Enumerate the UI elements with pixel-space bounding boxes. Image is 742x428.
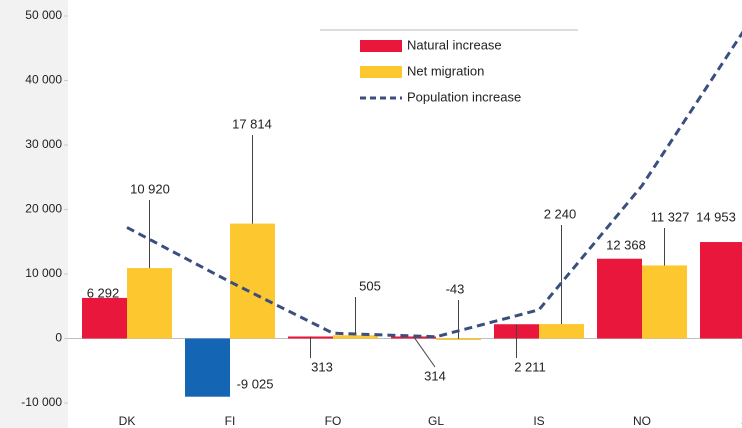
legend-swatch xyxy=(360,66,402,78)
bar xyxy=(127,268,172,339)
data-label: 14 953 xyxy=(696,209,736,224)
data-label: 314 xyxy=(424,368,446,383)
y-tick-label: 40 000 xyxy=(25,73,62,87)
bar xyxy=(230,223,275,339)
bar xyxy=(597,258,642,339)
y-tick-label: 30 000 xyxy=(25,137,62,151)
data-label: 313 xyxy=(311,359,333,374)
data-label: 2 240 xyxy=(544,206,577,221)
leader-line xyxy=(413,336,436,368)
y-tick-label: 50 000 xyxy=(25,8,62,22)
data-label: 11 327 xyxy=(651,209,690,224)
y-tick-label: 0 xyxy=(55,331,62,345)
x-tick-label: FI xyxy=(225,414,236,428)
data-label: 17 814 xyxy=(232,116,272,131)
legend-swatch xyxy=(360,40,402,52)
data-label: 10 920 xyxy=(130,181,170,196)
data-label: -9 025 xyxy=(237,376,274,391)
data-label: 505 xyxy=(359,278,381,293)
x-tick-label: FO xyxy=(325,414,342,428)
data-label: -43 xyxy=(446,281,465,296)
plot-area xyxy=(68,0,742,428)
x-tick-label: IS xyxy=(533,414,544,428)
bar xyxy=(185,338,230,397)
legend-label: Natural increase xyxy=(407,37,502,52)
x-tick-label: DK xyxy=(119,414,136,428)
y-tick-label: 20 000 xyxy=(25,202,62,216)
bar xyxy=(436,338,481,340)
bar xyxy=(642,265,687,339)
y-tick-label: -10 000 xyxy=(21,395,62,409)
legend-label: Net migration xyxy=(407,63,484,78)
legend-label: Population increase xyxy=(407,89,521,104)
bar xyxy=(333,335,378,339)
bar xyxy=(82,297,127,339)
x-tick-label: GL xyxy=(428,414,444,428)
bar xyxy=(700,242,742,339)
data-label: 6 292 xyxy=(87,285,120,300)
bar xyxy=(391,336,436,339)
data-label: 12 368 xyxy=(606,237,646,252)
y-tick-label: 10 000 xyxy=(25,266,62,280)
population-line xyxy=(126,30,742,339)
data-label: 2 211 xyxy=(514,359,546,374)
bar xyxy=(539,324,584,339)
x-tick-label: S xyxy=(741,414,742,428)
x-tick-label: NO xyxy=(633,414,651,428)
